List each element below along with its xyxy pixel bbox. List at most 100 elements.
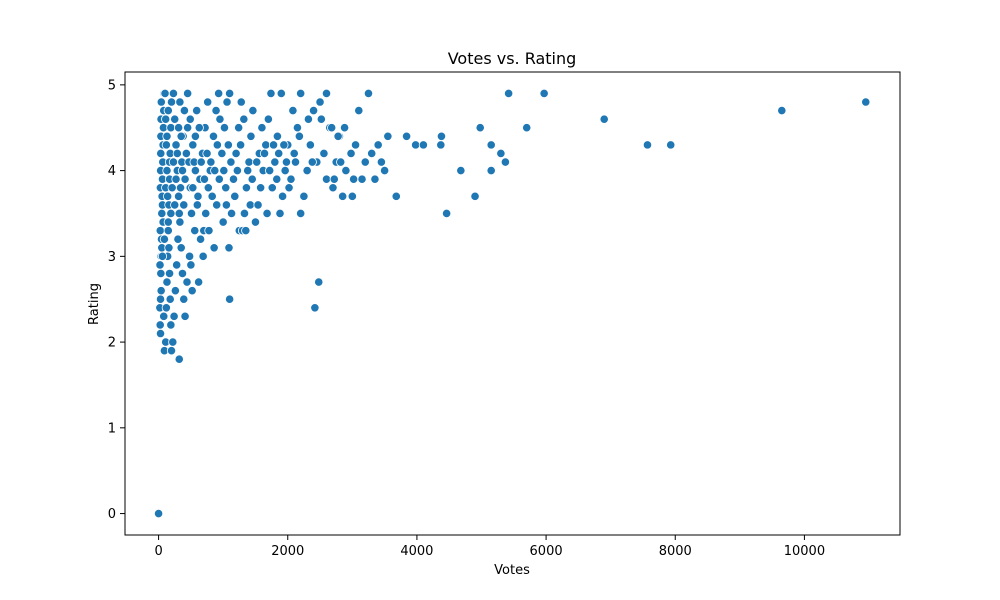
data-point (217, 148, 227, 159)
data-point (349, 174, 359, 184)
x-axis: 0 2000 4000 6000 8000 10000 (154, 535, 825, 559)
data-point (172, 148, 182, 159)
data-point (203, 97, 213, 107)
data-point (272, 131, 283, 141)
data-point (168, 157, 179, 167)
data-point (174, 208, 184, 219)
data-point (475, 123, 485, 133)
data-point (267, 183, 277, 193)
data-point (166, 346, 177, 356)
data-point (286, 174, 296, 184)
data-point (280, 166, 290, 176)
data-point (347, 191, 357, 201)
data-point (266, 88, 276, 99)
data-point (243, 166, 253, 176)
data-point (292, 123, 303, 133)
data-point (363, 88, 374, 99)
data-point (194, 277, 204, 287)
data-point (539, 88, 549, 99)
data-point (162, 131, 172, 141)
data-point (153, 508, 164, 519)
data-point (418, 140, 428, 150)
data-point (222, 97, 232, 107)
data-point (175, 183, 186, 193)
data-point (401, 131, 412, 141)
data-point (341, 166, 351, 176)
data-point (225, 294, 235, 304)
data-point (174, 354, 184, 364)
data-point (436, 140, 446, 150)
data-point (188, 183, 198, 193)
data-point (290, 157, 301, 167)
data-point (221, 183, 231, 193)
data-point (248, 105, 258, 116)
x-tick-label: 6000 (530, 544, 563, 559)
data-point (182, 277, 192, 287)
data-point (179, 294, 189, 304)
data-point (367, 148, 377, 159)
data-point (161, 140, 171, 150)
data-point (321, 88, 332, 99)
data-point (236, 140, 246, 150)
data-point (281, 157, 292, 167)
data-point (169, 311, 179, 321)
data-point (232, 166, 242, 176)
data-point (170, 200, 180, 210)
data-point (230, 191, 240, 201)
y-tick-label: 2 (108, 336, 116, 351)
data-point (308, 105, 319, 116)
data-point (380, 166, 390, 176)
data-point (156, 97, 166, 107)
data-point (360, 157, 370, 167)
data-point (307, 157, 317, 167)
data-point (357, 174, 367, 184)
data-point (333, 131, 343, 141)
x-tick-label: 0 (154, 544, 162, 559)
y-tick-label: 1 (108, 421, 116, 436)
data-point (155, 320, 165, 330)
data-point (296, 208, 306, 219)
data-point (211, 105, 221, 116)
data-point (241, 183, 252, 193)
y-tick-label: 5 (108, 78, 116, 93)
data-point (861, 97, 871, 107)
data-point (504, 88, 514, 99)
x-tick-label: 8000 (659, 544, 692, 559)
data-point (215, 114, 225, 124)
data-point (209, 243, 219, 253)
y-tick-label: 0 (108, 507, 116, 522)
data-point (159, 311, 169, 321)
data-point (350, 140, 361, 150)
data-point (239, 114, 249, 124)
data-point (155, 226, 165, 236)
data-point (221, 200, 231, 210)
data-point (186, 208, 197, 219)
data-point (327, 123, 337, 133)
data-point (214, 174, 224, 184)
data-point (244, 157, 254, 167)
data-point (391, 191, 401, 201)
data-point (224, 243, 234, 253)
data-point (284, 183, 294, 193)
data-point (296, 88, 306, 99)
data-point (261, 140, 271, 150)
data-point (226, 157, 236, 167)
data-point (170, 286, 180, 296)
data-point (231, 148, 241, 159)
data-point (346, 148, 356, 159)
data-point (294, 131, 304, 141)
data-point (180, 174, 190, 184)
data-point (310, 303, 320, 313)
data-point (203, 183, 213, 193)
data-point (190, 131, 200, 141)
data-point (174, 191, 184, 201)
x-axis-label: Votes (494, 563, 530, 578)
data-point (176, 131, 186, 141)
data-point (247, 174, 257, 184)
data-point (156, 268, 166, 279)
data-point (226, 208, 237, 219)
data-point (177, 268, 188, 279)
data-point (177, 166, 188, 176)
data-point (170, 114, 180, 124)
